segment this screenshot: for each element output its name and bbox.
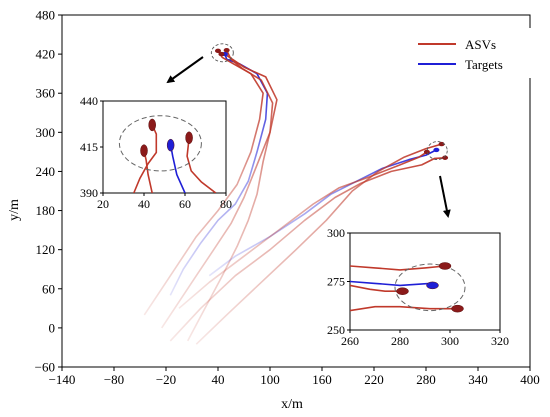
- inset-x-tick-label: 80: [220, 197, 232, 211]
- zoom-arrow-bottom: [439, 175, 451, 218]
- zoom-circle: [210, 43, 234, 63]
- inset-data: [118, 115, 217, 193]
- y-axis-label: y/m: [7, 199, 22, 221]
- asv-trajectory: [178, 151, 428, 309]
- y-tick-label: 360: [36, 86, 56, 101]
- inset-asv-trajectory: [350, 305, 458, 312]
- inset-zoom-circle: [118, 115, 202, 172]
- legend-box: [415, 28, 535, 78]
- y-tick-label: −60: [35, 360, 55, 375]
- inset-y-tick-label: 390: [80, 186, 98, 200]
- x-tick-label: −140: [49, 372, 76, 387]
- x-tick-label: −20: [156, 372, 176, 387]
- target-marker: [433, 147, 440, 153]
- inset-y-tick-label: 300: [327, 226, 345, 240]
- inset-asv-marker: [451, 304, 464, 313]
- asv-trajectory: [161, 53, 278, 329]
- inset-data: [350, 262, 466, 313]
- zoom-arrow-top: [166, 56, 204, 84]
- y-tick-label: 120: [36, 242, 56, 257]
- inset-x-tick-label: 300: [441, 334, 459, 348]
- inset-target-trajectory: [350, 280, 431, 287]
- x-tick-label: 280: [416, 372, 436, 387]
- inset-top: 20 40 60 80 390 415 440: [80, 94, 232, 211]
- inset-asv-marker: [438, 262, 452, 270]
- inset-asv-marker: [140, 144, 148, 157]
- inset-target-marker: [426, 281, 439, 290]
- inset-x-tick-label: 60: [179, 197, 191, 211]
- main-axes: −140 −80 −20 40 100 160 220 280 340 400 −60 0 60 120 1…: [35, 8, 540, 388]
- inset-x-tick-label: 20: [97, 197, 109, 211]
- y-tick-label: 240: [36, 164, 56, 179]
- inset-asv-trajectory: [350, 284, 403, 292]
- asv-marker: [442, 155, 449, 160]
- inset-x-tick-label: 40: [138, 197, 150, 211]
- inset-asv-marker: [396, 287, 409, 295]
- asv-marker: [215, 48, 221, 54]
- asv-trajectory: [143, 50, 264, 316]
- x-tick-label: 160: [312, 372, 332, 387]
- asv-trajectory: [169, 157, 446, 342]
- inset-target-marker: [166, 138, 175, 152]
- inset-x-tick-label: 260: [341, 334, 359, 348]
- legend-label-asvs: ASVs: [465, 37, 496, 52]
- asv-trajectory: [195, 143, 442, 345]
- inset-y-tick-label: 440: [80, 94, 98, 108]
- inset-y-tick-label: 415: [80, 140, 98, 154]
- asv-marker: [423, 149, 430, 155]
- legend-label-targets: Targets: [465, 57, 503, 72]
- legend: ASVs Targets: [415, 28, 535, 78]
- main-trajectories: [143, 43, 449, 345]
- inset-bottom: 260 280 300 320 250 275 300: [327, 226, 509, 348]
- y-tick-label: 300: [36, 125, 56, 140]
- inset-frame: [349, 232, 501, 331]
- x-tick-label: −80: [104, 372, 124, 387]
- inset-asv-trajectory: [186, 137, 217, 193]
- inset-y-tick-label: 275: [327, 275, 345, 289]
- inset-y-tick-label: 250: [327, 323, 345, 337]
- inset-asv-trajectory: [350, 265, 446, 271]
- zoom-arrows: [166, 56, 451, 218]
- asv-marker: [218, 51, 225, 57]
- x-axis-label: x/m: [281, 397, 303, 412]
- inset-asv-trajectory: [133, 124, 158, 193]
- y-tick-label: 60: [42, 281, 55, 296]
- inset-zoom-circle: [394, 263, 466, 312]
- zoom-circle: [426, 141, 448, 161]
- y-tick-label: 420: [36, 47, 56, 62]
- y-tick-label: 480: [36, 8, 56, 23]
- insets: 20 40 60 80 390 415 440 260 280 300 320 250 275 300: [80, 94, 509, 348]
- inset-x-tick-label: 320: [491, 334, 509, 348]
- x-tick-label: 40: [212, 372, 225, 387]
- asv-trajectory: [186, 49, 274, 342]
- y-tick-label: 180: [36, 203, 56, 218]
- x-tick-label: 400: [520, 372, 540, 387]
- plot-border: [61, 14, 531, 368]
- asv-marker: [223, 48, 230, 53]
- x-tick-label: 340: [468, 372, 488, 387]
- inset-asv-marker: [185, 131, 193, 145]
- inset-frame: [102, 100, 227, 194]
- x-tick-label: 100: [260, 372, 280, 387]
- x-tick-label: 220: [364, 372, 384, 387]
- inset-asv-marker: [148, 118, 156, 132]
- inset-x-tick-label: 280: [391, 334, 409, 348]
- y-tick-label: 0: [49, 320, 56, 335]
